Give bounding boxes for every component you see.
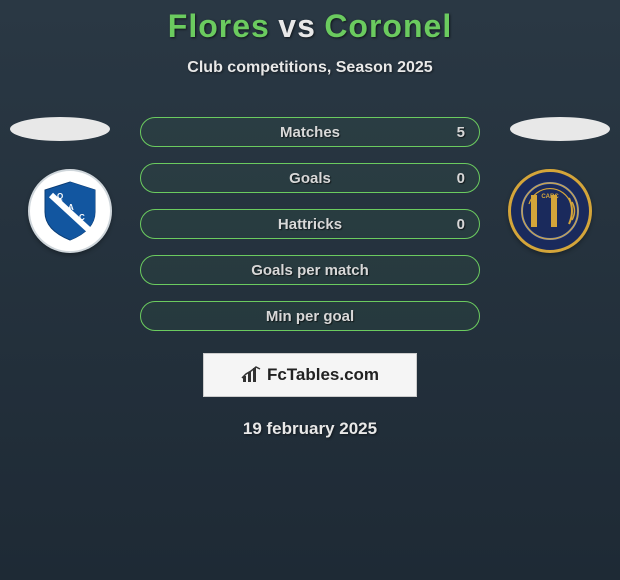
stat-row-min-per-goal: Min per goal (140, 301, 480, 331)
title-vs: vs (278, 8, 316, 44)
svg-text:Q: Q (57, 192, 63, 201)
stat-matches-label: Matches (280, 124, 340, 141)
qac-badge: Q A C (28, 169, 112, 253)
date-text: 19 february 2025 (0, 419, 620, 439)
stat-row-matches: Matches 5 (140, 117, 480, 147)
avatar-placeholder-right (510, 117, 610, 141)
page-title: Flores vs Coronel (0, 0, 620, 45)
rc-badge-icon: CARC (519, 180, 581, 242)
svg-text:C: C (79, 213, 85, 222)
stat-row-hattricks: Hattricks 0 (140, 209, 480, 239)
stat-hattricks-label: Hattricks (278, 216, 342, 233)
title-player1: Flores (168, 8, 270, 44)
stat-gpm-label: Goals per match (251, 262, 369, 279)
qac-shield-icon: Q A C (41, 180, 99, 242)
stat-goals-right: 0 (457, 170, 465, 187)
svg-text:A: A (68, 203, 74, 212)
subtitle: Club competitions, Season 2025 (0, 59, 620, 77)
stat-hattricks-right: 0 (457, 216, 465, 233)
title-player2: Coronel (324, 8, 452, 44)
stats-column: Matches 5 Goals 0 Hattricks 0 Goals per … (140, 117, 480, 331)
stat-row-goals: Goals 0 (140, 163, 480, 193)
svg-text:CARC: CARC (541, 194, 559, 200)
stat-goals-label: Goals (289, 170, 331, 187)
rc-badge: CARC (508, 169, 592, 253)
brand-text: FcTables.com (267, 365, 379, 385)
stat-matches-right: 5 (457, 124, 465, 141)
main-area: Q A C CARC (0, 117, 620, 439)
brand-box[interactable]: FcTables.com (203, 353, 417, 397)
chart-icon (241, 366, 263, 384)
stat-row-goals-per-match: Goals per match (140, 255, 480, 285)
stat-mpg-label: Min per goal (266, 308, 354, 325)
avatar-placeholder-left (10, 117, 110, 141)
club-badge-left: Q A C (28, 169, 112, 253)
club-badge-right: CARC (508, 169, 592, 253)
